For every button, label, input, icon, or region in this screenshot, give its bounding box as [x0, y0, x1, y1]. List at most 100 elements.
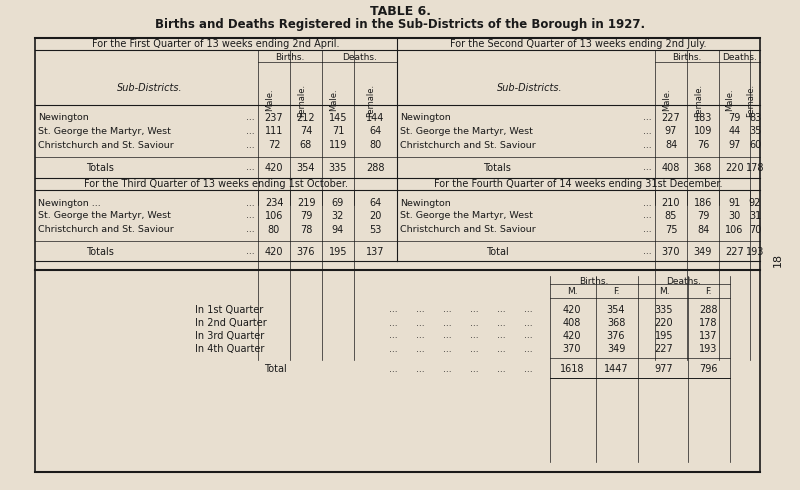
Text: 72: 72: [268, 140, 280, 150]
Text: 20: 20: [370, 211, 382, 221]
Text: 195: 195: [329, 247, 347, 257]
Text: 234: 234: [265, 198, 283, 208]
Text: Births and Deaths Registered in the Sub-Districts of the Borough in 1927.: Births and Deaths Registered in the Sub-…: [155, 19, 645, 31]
Text: 137: 137: [366, 247, 385, 257]
Text: 186: 186: [694, 198, 712, 208]
Text: ...: ...: [470, 332, 478, 341]
Text: 227: 227: [725, 247, 744, 257]
Text: In 3rd Quarter: In 3rd Quarter: [195, 331, 264, 341]
Text: Deaths.: Deaths.: [342, 53, 377, 63]
Text: Newington: Newington: [400, 114, 450, 122]
Text: ...: ...: [643, 141, 652, 149]
Text: ...: ...: [497, 318, 506, 327]
Text: 219: 219: [297, 198, 315, 208]
Text: ...: ...: [643, 212, 652, 220]
Text: 79: 79: [728, 113, 741, 123]
Text: St. George the Martyr, West: St. George the Martyr, West: [400, 126, 533, 136]
Text: ...: ...: [416, 318, 424, 327]
Text: For the Second Quarter of 13 weeks ending 2nd July.: For the Second Quarter of 13 weeks endin…: [450, 39, 706, 49]
Text: 193: 193: [746, 247, 764, 257]
Text: F.: F.: [613, 288, 619, 296]
Text: 237: 237: [265, 113, 283, 123]
Text: 977: 977: [654, 364, 674, 374]
Text: ...: ...: [246, 126, 255, 136]
Text: 178: 178: [746, 163, 764, 173]
Text: Female.: Female.: [746, 83, 755, 117]
Text: Female.: Female.: [297, 83, 306, 117]
Text: ...: ...: [470, 305, 478, 315]
Text: 335: 335: [329, 163, 347, 173]
Text: ...: ...: [416, 344, 424, 353]
Text: St. George the Martyr, West: St. George the Martyr, West: [38, 126, 171, 136]
Text: ...: ...: [497, 344, 506, 353]
Text: 84: 84: [665, 140, 677, 150]
Text: 349: 349: [607, 344, 625, 354]
Text: Male.: Male.: [662, 89, 671, 111]
Text: St. George the Martyr, West: St. George the Martyr, West: [38, 212, 171, 220]
Text: Female.: Female.: [694, 83, 703, 117]
Text: 210: 210: [662, 198, 680, 208]
Text: In 2nd Quarter: In 2nd Quarter: [195, 318, 266, 328]
Text: Female.: Female.: [366, 83, 375, 117]
Text: ...: ...: [643, 198, 652, 207]
Text: 376: 376: [297, 247, 315, 257]
Text: 106: 106: [265, 211, 283, 221]
Text: ...: ...: [389, 344, 398, 353]
Text: ...: ...: [643, 164, 652, 172]
Text: Newington: Newington: [38, 114, 89, 122]
Text: 1618: 1618: [560, 364, 584, 374]
Text: 420: 420: [562, 331, 582, 341]
Text: 74: 74: [300, 126, 312, 136]
Text: Christchurch and St. Saviour: Christchurch and St. Saviour: [38, 141, 174, 149]
Text: 420: 420: [562, 305, 582, 315]
Text: 212: 212: [297, 113, 315, 123]
Text: Births.: Births.: [672, 53, 702, 63]
Text: 220: 220: [654, 318, 674, 328]
Text: 111: 111: [265, 126, 283, 136]
Text: 53: 53: [370, 225, 382, 235]
Text: Male.: Male.: [726, 89, 734, 111]
Text: Male.: Male.: [265, 89, 274, 111]
Text: 69: 69: [332, 198, 344, 208]
Text: ...: ...: [524, 365, 532, 373]
Text: 70: 70: [749, 225, 761, 235]
Text: 97: 97: [665, 126, 677, 136]
Text: ...: ...: [389, 365, 398, 373]
Text: 420: 420: [265, 247, 283, 257]
Text: ...: ...: [497, 305, 506, 315]
Text: Births.: Births.: [275, 53, 305, 63]
Text: 144: 144: [366, 113, 385, 123]
Text: Totals: Totals: [86, 247, 114, 257]
Text: 91: 91: [728, 198, 741, 208]
Text: 79: 79: [697, 211, 709, 221]
Text: ...: ...: [246, 212, 255, 220]
Text: ...: ...: [389, 332, 398, 341]
Text: 335: 335: [654, 305, 674, 315]
Text: ...: ...: [524, 318, 532, 327]
Text: 71: 71: [332, 126, 344, 136]
Text: Totals: Totals: [86, 163, 114, 173]
Text: 796: 796: [698, 364, 718, 374]
Text: ...: ...: [246, 114, 255, 122]
Text: 32: 32: [332, 211, 344, 221]
Text: Male.: Male.: [329, 89, 338, 111]
Text: ...: ...: [246, 141, 255, 149]
Text: ...: ...: [643, 114, 652, 122]
Text: ...: ...: [442, 332, 451, 341]
Text: 85: 85: [665, 211, 677, 221]
Text: F.: F.: [705, 288, 711, 296]
Text: ...: ...: [524, 332, 532, 341]
Text: Newington ...: Newington ...: [38, 198, 101, 207]
Text: Christchurch and St. Saviour: Christchurch and St. Saviour: [38, 225, 174, 235]
Text: 84: 84: [697, 225, 709, 235]
Text: Births.: Births.: [579, 276, 609, 286]
Text: 78: 78: [300, 225, 312, 235]
Text: Christchurch and St. Saviour: Christchurch and St. Saviour: [400, 141, 536, 149]
Text: 370: 370: [662, 247, 680, 257]
Text: 75: 75: [665, 225, 678, 235]
Text: 30: 30: [728, 211, 741, 221]
Text: 106: 106: [726, 225, 744, 235]
Text: In 1st Quarter: In 1st Quarter: [195, 305, 263, 315]
Text: M.: M.: [658, 288, 670, 296]
Text: ...: ...: [416, 305, 424, 315]
